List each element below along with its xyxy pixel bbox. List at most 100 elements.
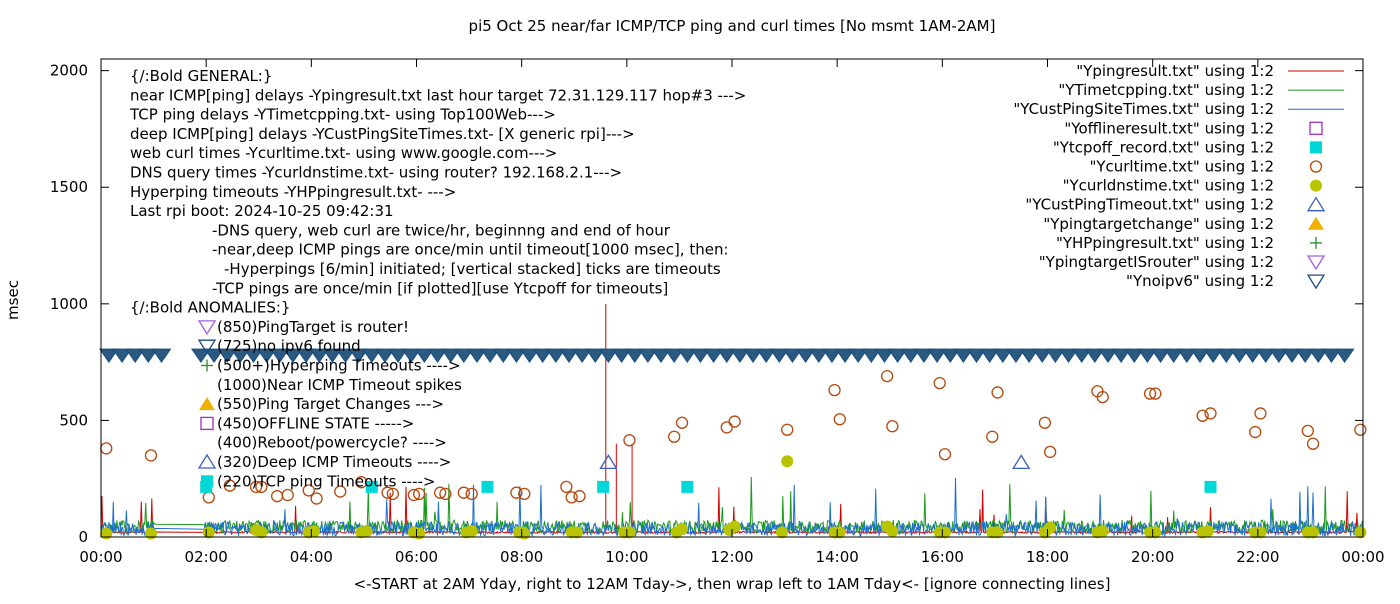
annotation-16: (1000)Near ICMP Timeout spikes	[217, 376, 462, 394]
series-4-point-23	[401, 348, 422, 364]
series-4-point-14	[282, 348, 303, 364]
x-tick-label-1: 02:00	[185, 548, 228, 566]
series-4-point-63	[927, 348, 948, 364]
series-0-point-47	[1249, 425, 1262, 439]
series-4-point-94	[1334, 348, 1355, 364]
series-4-point-46	[703, 348, 724, 364]
series-0-point-9	[310, 492, 323, 505]
series-0-point-36	[938, 448, 952, 461]
series-4-point-11	[243, 348, 264, 364]
annotation-0: {/:Bold GENERAL:}	[130, 67, 272, 85]
series-1-point-6	[307, 525, 320, 538]
series-4-point-28	[467, 348, 487, 364]
legend-marker-5	[1309, 160, 1323, 173]
series-4-point-79	[1137, 348, 1158, 364]
series-4-point-90	[1282, 348, 1302, 364]
series-1-point-28	[886, 525, 899, 538]
annotation-9: -near,deep ICMP pings are once/min until…	[212, 241, 729, 259]
x-tick-label-5: 10:00	[605, 548, 648, 566]
series-0-point-39	[1038, 416, 1052, 429]
series-4-point-2	[125, 348, 146, 364]
y-tick-label-1: 500	[59, 411, 88, 429]
series-1-point-22	[728, 520, 741, 533]
legend-label-11: "Ynoipv6" using 1:2	[1126, 272, 1274, 290]
series-0-point-46	[1204, 407, 1217, 420]
series-0-point-27	[675, 416, 689, 429]
legend-label-8: "Ypingtargetchange" using 1:2	[1043, 215, 1274, 233]
series-4-point-26	[440, 348, 461, 364]
x-tick-label-6: 12:00	[710, 548, 753, 566]
series-0-point-4	[249, 480, 263, 494]
series-4-point-83	[1190, 348, 1210, 364]
series-0-point-33	[880, 369, 894, 383]
series-4-point-41	[637, 348, 658, 364]
series-0-point-45	[1196, 409, 1209, 422]
series-4-point-37	[585, 348, 606, 364]
series-4-point-59	[874, 348, 895, 364]
annotation-19: (400)Reboot/powercycle? ---->	[217, 434, 447, 452]
series-2-point-2	[481, 480, 494, 493]
series-4-point-55	[821, 348, 842, 364]
series-4-point-58	[861, 348, 882, 364]
series-0-point-26	[668, 430, 681, 443]
series-1-point-34	[1044, 521, 1057, 534]
series-4-point-68	[992, 348, 1013, 364]
series-4-point-19	[348, 348, 369, 364]
x-tick-label-0: 00:00	[79, 548, 122, 566]
legend-label-4: "Ytcpoff_record.txt" using 1:2	[1053, 138, 1274, 157]
series-4-point-15	[296, 348, 317, 364]
annotation-18: (450)OFFLINE STATE ----->	[217, 414, 414, 432]
series-1-point-4	[255, 526, 268, 539]
series-4-point-8	[204, 348, 225, 364]
series-2-point-3	[597, 480, 610, 493]
series-0-point-37	[986, 430, 999, 443]
annotation-4: web curl times -Ycurltime.txt- using www…	[130, 144, 557, 162]
series-0-point-31	[828, 383, 841, 397]
series-0-point-40	[1043, 445, 1057, 459]
series-0-point-19	[465, 487, 478, 501]
series-0-point-1	[144, 449, 158, 462]
annotation-layer: {/:Bold GENERAL:}near ICMP[ping] delays …	[129, 67, 746, 490]
annotation-marker-21	[201, 475, 213, 488]
series-4-point-47	[716, 348, 737, 364]
series-4-point-91	[1295, 348, 1316, 364]
series-2-point-4	[681, 480, 694, 493]
series-0-point-30	[781, 423, 794, 436]
series-0-point-5	[255, 480, 268, 494]
series-1-point-36	[1096, 525, 1109, 538]
series-0-point-21	[518, 487, 531, 501]
series-4-point-56	[835, 348, 856, 364]
annotation-12: {/:Bold ANOMALIES:}	[130, 299, 290, 317]
series-0-point-16	[434, 486, 447, 499]
annotation-marker-13	[197, 320, 217, 336]
x-tick-label-8: 16:00	[921, 548, 964, 566]
series-4-point-29	[480, 348, 501, 364]
series-4-point-9	[217, 348, 238, 364]
y-axis-label: msec	[4, 280, 22, 320]
series-4-point-89	[1268, 348, 1289, 364]
series-4-point-32	[519, 348, 540, 364]
annotation-15: (500+)Hyperping Timeouts ---->	[217, 357, 461, 375]
series-4-point-70	[1019, 348, 1040, 364]
x-tick-label-7: 14:00	[816, 548, 859, 566]
legend-label-1: "YTimetcpping.txt" using 1:2	[1058, 81, 1274, 99]
series-4-point-60	[887, 348, 908, 364]
series-4-point-39	[611, 348, 632, 364]
series-4-point-22	[388, 348, 409, 364]
legend-marker-3	[1309, 121, 1323, 135]
series-0-point-12	[381, 486, 394, 499]
series-0-point-24	[573, 490, 586, 503]
y-tick-label-4: 2000	[50, 62, 88, 80]
annotation-21: (220)TCP ping Timeouts ---->	[217, 472, 435, 490]
series-2-point-5	[1204, 480, 1217, 493]
series-1-point-1	[144, 527, 157, 540]
series-0-point-22	[560, 480, 573, 494]
series-1-point-23	[775, 526, 788, 539]
x-axis-label: <-START at 2AM Yday, right to 12AM Tday-…	[354, 575, 1111, 593]
series-4-point-85	[1216, 348, 1237, 364]
x-tick-label-3: 06:00	[395, 548, 438, 566]
series-0-point-48	[1254, 407, 1267, 420]
legend-marker-11	[1306, 274, 1326, 290]
series-4-point-61	[900, 348, 921, 364]
